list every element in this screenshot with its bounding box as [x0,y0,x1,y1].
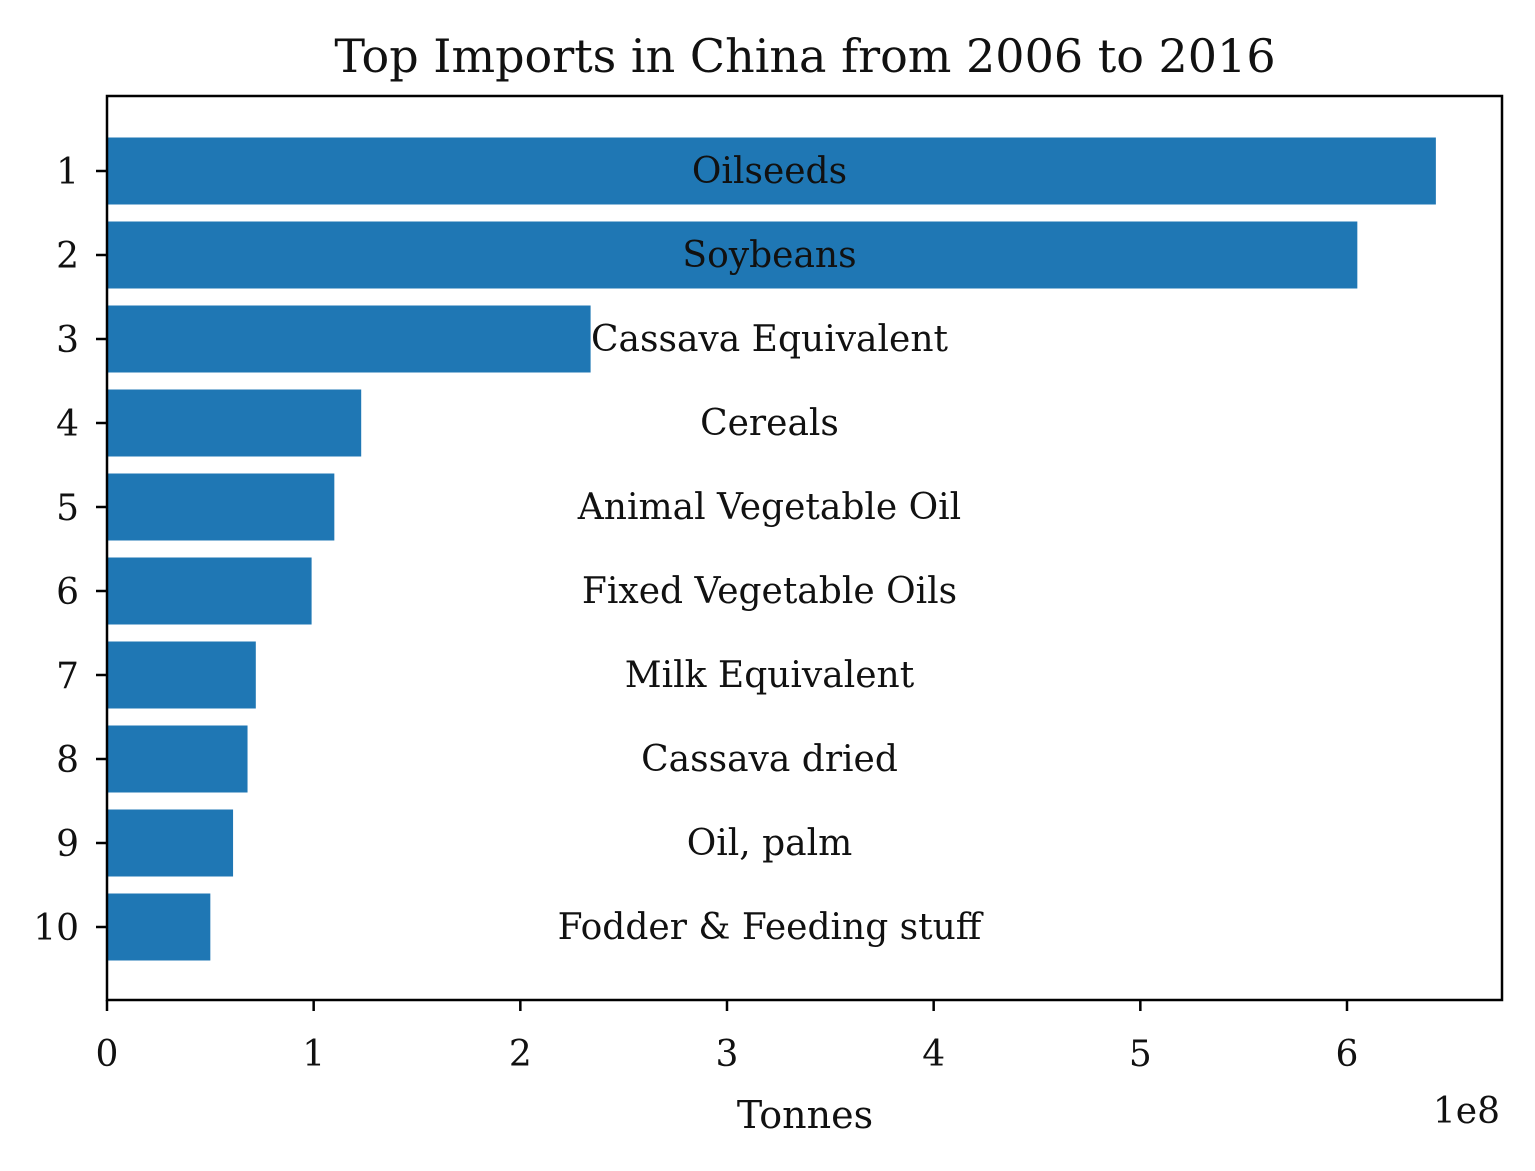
bar [107,641,256,709]
bar-label: Animal Vegetable Oil [577,487,961,528]
y-tick-label: 9 [56,824,79,865]
bar [107,473,335,541]
y-tick-label: 5 [56,488,79,529]
bar [107,725,248,793]
bar-label: Soybeans [682,235,856,276]
x-tick-label: 5 [1129,1034,1152,1075]
bar-label: Cassava dried [641,739,898,780]
x-tick-label: 4 [922,1034,945,1075]
bar [107,893,211,961]
y-tick-label: 6 [56,572,79,613]
x-tick-label: 1 [302,1034,325,1075]
bar-label: Cassava Equivalent [591,319,948,360]
x-tick-label: 6 [1336,1034,1359,1075]
y-tick-label: 4 [56,404,79,445]
y-tick-label: 2 [56,236,79,277]
bar-labels-group: Oilseeds Soybeans Cassava Equivalent Cereal… [558,151,984,948]
x-tick-label: 3 [716,1034,739,1075]
y-tick-label: 8 [56,740,79,781]
y-tick-label: 10 [33,908,79,949]
bars-group [107,137,1436,961]
bar-label: Oilseeds [692,151,847,192]
bar-label: Milk Equivalent [625,655,915,696]
x-tick-label: 0 [96,1034,119,1075]
bar-label: Fixed Vegetable Oils [582,571,957,612]
bar [107,137,1436,205]
chart-title: Top Imports in China from 2006 to 2016 [334,29,1275,83]
y-tick-label: 7 [56,656,79,697]
plot-frame [105,94,1504,1002]
y-tick-label: 3 [56,320,79,361]
bar [107,221,1358,289]
y-axis: 1 2 3 4 5 6 7 8 9 10 [33,152,107,949]
x-axis-offset-text: 1e8 [1433,1091,1500,1132]
y-tick-label: 1 [56,152,79,193]
x-tick-label: 2 [509,1034,532,1075]
bar [107,809,234,877]
bar [107,557,312,625]
bar [107,305,591,373]
bar-label: Cereals [700,403,839,444]
bar [107,389,362,457]
bar-label: Fodder & Feeding stuff [558,907,984,948]
x-axis: 0 1 2 3 4 5 6 [96,1000,1359,1075]
bar-label: Oil, palm [687,823,853,864]
x-axis-title: Tonnes [737,1093,873,1137]
